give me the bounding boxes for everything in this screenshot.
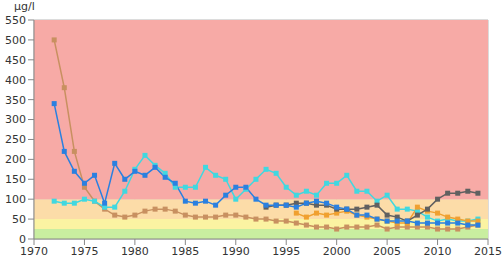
- svg-text:1970: 1970: [20, 245, 48, 258]
- svg-text:0: 0: [19, 233, 26, 246]
- svg-text:1985: 1985: [171, 245, 199, 258]
- svg-text:2010: 2010: [424, 245, 452, 258]
- svg-text:50: 50: [12, 213, 26, 226]
- svg-text:1990: 1990: [222, 245, 250, 258]
- svg-text:350: 350: [8, 94, 26, 107]
- svg-text:400: 400: [8, 74, 26, 87]
- svg-text:1995: 1995: [272, 245, 300, 258]
- svg-text:500: 500: [8, 34, 26, 47]
- svg-text:200: 200: [8, 153, 26, 166]
- svg-text:1975: 1975: [70, 245, 98, 258]
- svg-text:450: 450: [8, 54, 26, 67]
- svg-text:300: 300: [8, 113, 26, 126]
- svg-text:2015: 2015: [474, 245, 496, 258]
- svg-text:2000: 2000: [323, 245, 351, 258]
- html-text:µg/l: µg/l: [14, 0, 35, 13]
- svg-text:1980: 1980: [121, 245, 149, 258]
- svg-text:150: 150: [8, 173, 26, 186]
- svg-text:550: 550: [8, 14, 26, 27]
- svg-text:2005: 2005: [373, 245, 401, 258]
- svg-text:100: 100: [8, 193, 26, 206]
- svg-text:250: 250: [8, 133, 26, 146]
